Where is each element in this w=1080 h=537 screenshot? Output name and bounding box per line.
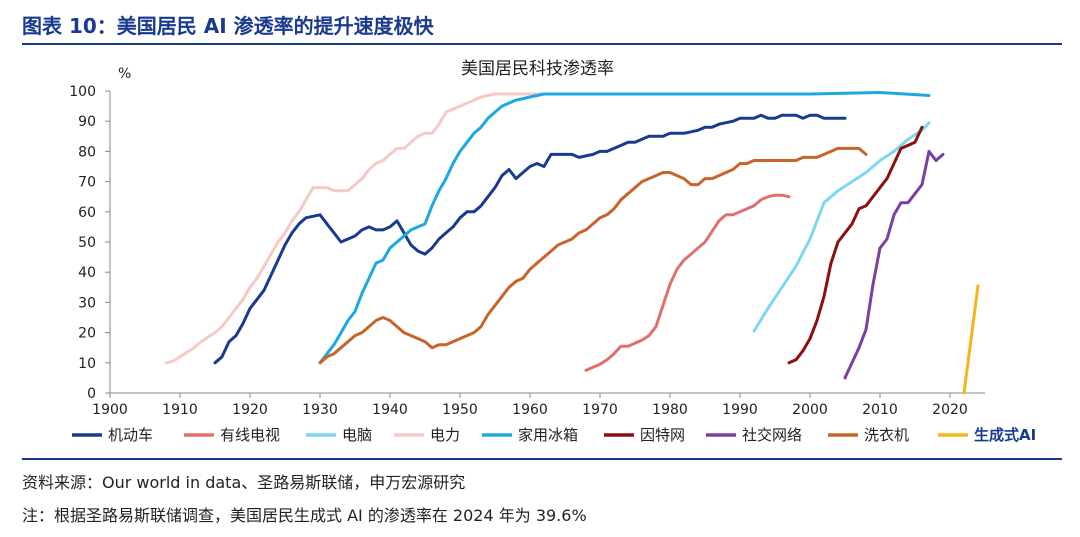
- penetration-line-chart: 美国居民科技渗透率% 0 10 20 30 40 50 60 70 80 90 100 1900 1910…: [69, 59, 1036, 444]
- y-tick-label: 70: [78, 175, 96, 191]
- y-tick-label: 60: [78, 205, 96, 221]
- y-tick-label: 10: [78, 356, 96, 372]
- x-tick-label: 1900: [92, 402, 128, 418]
- series-line-6: [787, 125, 924, 365]
- series-line-1: [213, 113, 847, 365]
- y-tick-label: 30: [78, 295, 96, 311]
- x-tick-label: 1920: [232, 402, 268, 418]
- y-tick-label: 40: [78, 265, 96, 281]
- legend-label-5: 家用冰箱: [518, 426, 578, 444]
- series-line-2: [584, 193, 791, 372]
- footnote: 注：根据圣路易斯联储调查，美国居民生成式 AI 的渗透率在 2024 年为 39…: [22, 506, 587, 525]
- y-tick-label: 90: [78, 114, 96, 130]
- figure-title: 图表 10：美国居民 AI 渗透率的提升速度极快: [22, 14, 434, 38]
- x-tick-label: 2010: [862, 402, 898, 418]
- legend-label-8: 洗衣机: [864, 426, 909, 444]
- source-note: 资料来源：Our world in data、圣路易斯联储，申万宏源研究: [22, 473, 466, 492]
- x-tick-label: 1970: [582, 402, 618, 418]
- legend-label-6: 因特网: [640, 426, 685, 444]
- x-tick-label: 2000: [792, 402, 828, 418]
- series-line-8: [318, 146, 868, 365]
- x-tick-label: 1990: [722, 402, 758, 418]
- title-divider: [22, 43, 1062, 45]
- y-axis-unit-label: %: [118, 66, 131, 82]
- legend-label-4: 电力: [430, 426, 460, 444]
- legend-label-1: 机动车: [108, 426, 153, 444]
- y-tick-label: 0: [87, 386, 96, 402]
- x-tick-label: 1980: [652, 402, 688, 418]
- x-tick-label: 2020: [932, 402, 968, 418]
- y-tick-label: 80: [78, 144, 96, 160]
- legend-label-3: 电脑: [342, 426, 372, 444]
- series-line-4: [164, 92, 546, 365]
- chart-title: 美国居民科技渗透率: [461, 59, 614, 79]
- x-tick-label: 1910: [162, 402, 198, 418]
- footer-divider: [22, 458, 1062, 460]
- y-tick-label: 50: [78, 235, 96, 251]
- x-tick-label: 1930: [302, 402, 338, 418]
- x-tick-label: 1950: [442, 402, 478, 418]
- legend-label-7: 社交网络: [742, 426, 802, 444]
- series-line-9: [962, 284, 980, 395]
- series-line-7: [843, 149, 945, 380]
- y-tick-label: 100: [69, 84, 96, 100]
- series-line-5: [318, 91, 931, 365]
- legend-label-2: 有线电视: [220, 426, 280, 444]
- legend-label-9: 生成式AI: [974, 426, 1036, 444]
- series-line-3: [752, 121, 931, 333]
- x-tick-label: 1960: [512, 402, 548, 418]
- x-tick-label: 1940: [372, 402, 408, 418]
- y-tick-label: 20: [78, 326, 96, 342]
